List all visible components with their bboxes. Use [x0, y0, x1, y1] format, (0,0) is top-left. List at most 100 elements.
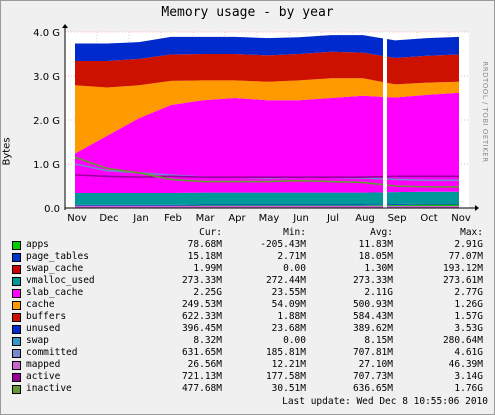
y-tick-labels: 0.0 1.0 G 2.0 G 3.0 G 4.0 G: [33, 28, 60, 215]
area-buffers: [75, 51, 459, 88]
legend-rows: apps 78.68M -205.43M 11.83M 2.91G page_tables…: [10, 239, 490, 395]
legend-swatch: [12, 301, 21, 310]
area-vmalloc_used: [75, 191, 459, 205]
legend-swatch: [12, 265, 21, 274]
legend-name: swap: [26, 335, 49, 346]
legend-min: -205.43M: [260, 239, 306, 250]
x-tick-label: Feb: [164, 213, 182, 224]
legend-avg: 584.43M: [352, 311, 393, 322]
legend-cur: 477.68M: [181, 383, 222, 394]
legend-header-avg: Avg:: [370, 227, 393, 238]
legend-swatch: [12, 289, 21, 298]
legend-swatch: [12, 361, 21, 370]
x-tick-labels: Nov Dec Jan Feb Mar Apr May Jun Jul Aug Sep Oct Nov: [67, 213, 471, 224]
legend-row: unused 396.45M 23.68M 389.62M 3.53G: [10, 323, 490, 335]
legend-min: 185.81M: [265, 347, 306, 358]
x-tick-label: Jul: [326, 213, 339, 224]
legend-max: 2.77G: [454, 287, 483, 298]
legend-row: inactive 477.68M 30.51M 636.65M 1.76G: [10, 383, 490, 395]
legend-avg: 273.33M: [352, 275, 393, 286]
x-tick-label: May: [259, 213, 280, 224]
legend-row: swap_cache 1.99M 0.00 1.30M 193.12M: [10, 263, 490, 275]
y-axis-arrow: [62, 24, 68, 28]
legend-avg: 500.93M: [352, 299, 393, 310]
legend-cur: 622.33M: [181, 311, 222, 322]
legend-cur: 26.56M: [187, 359, 222, 370]
legend-max: 3.14G: [454, 371, 483, 382]
legend-name: page_tables: [26, 251, 89, 262]
last-update: Last update: Wed Dec 8 10:55:06 2010: [282, 396, 488, 407]
legend-min: 30.51M: [271, 383, 306, 394]
x-tick-label: Nov: [451, 213, 471, 224]
legend-avg: 27.10M: [358, 359, 393, 370]
legend-header: Cur: Min: Avg: Max:: [10, 227, 490, 239]
legend-name: vmalloc_used: [26, 275, 95, 286]
legend-swatch: [12, 277, 21, 286]
chart-title: Memory usage - by year: [161, 5, 334, 20]
legend-min: 2.71M: [277, 251, 306, 262]
legend-max: 1.26G: [454, 299, 483, 310]
stacked-areas: [75, 35, 459, 208]
legend-min: 23.55M: [271, 287, 306, 298]
legend-max: 46.39M: [448, 359, 483, 370]
legend-avg: 2.11G: [364, 287, 393, 298]
legend-avg: 8.15M: [364, 335, 393, 346]
legend-min: 23.68M: [271, 323, 306, 334]
legend-name: committed: [26, 347, 78, 358]
legend-avg: 707.81M: [352, 347, 393, 358]
legend-cur: 631.65M: [181, 347, 222, 358]
legend-name: apps: [26, 239, 49, 250]
legend-row: buffers 622.33M 1.88M 584.43M 1.57G: [10, 311, 490, 323]
legend-row: active 721.13M 177.58M 707.73M 3.14G: [10, 371, 490, 383]
y-tick-label: 0.0: [44, 204, 60, 215]
x-tick-label: Apr: [228, 213, 246, 224]
legend-max: 77.07M: [448, 251, 483, 262]
legend-row: slab_cache 2.25G 23.55M 2.11G 2.77G: [10, 287, 490, 299]
legend-row: committed 631.65M 185.81M 707.81M 4.61G: [10, 347, 490, 359]
legend-cur: 273.33M: [181, 275, 222, 286]
legend-min: 272.44M: [265, 275, 306, 286]
data-gap: [383, 32, 387, 208]
legend-min: 0.00: [283, 263, 306, 274]
legend-row: cache 249.53M 54.09M 500.93M 1.26G: [10, 299, 490, 311]
line-inactive: [74, 156, 459, 188]
legend-cur: 78.68M: [187, 239, 222, 250]
legend-row: apps 78.68M -205.43M 11.83M 2.91G: [10, 239, 490, 251]
y-tick-label: 2.0 G: [33, 116, 60, 127]
legend-row: swap 8.32M 0.00 8.15M 280.64M: [10, 335, 490, 347]
legend-table: Cur: Min: Avg: Max: apps 78.68M -205.43M 11…: [10, 227, 490, 395]
legend-swatch: [12, 373, 21, 382]
legend-min: 177.58M: [265, 371, 306, 382]
legend-header-min: Min:: [283, 227, 306, 238]
legend-name: inactive: [26, 383, 72, 394]
legend-avg: 18.05M: [358, 251, 393, 262]
x-tick-label: Jun: [292, 213, 309, 224]
legend-swatch: [12, 325, 21, 334]
line-active: [74, 174, 459, 179]
legend-row: vmalloc_used 273.33M 272.44M 273.33M 273.61M: [10, 275, 490, 287]
area-page_tables: [75, 203, 459, 206]
y-tick-label: 3.0 G: [33, 72, 60, 83]
legend-max: 1.57G: [454, 311, 483, 322]
area-slab_cache: [75, 92, 459, 194]
legend-swatch: [12, 313, 21, 322]
x-axis-arrow: [475, 205, 479, 211]
area-cache: [75, 78, 459, 154]
legend-row: page_tables 15.18M 2.71M 18.05M 77.07M: [10, 251, 490, 263]
legend-swatch: [12, 337, 21, 346]
legend-header-cur: Cur:: [199, 227, 222, 238]
legend-name: swap_cache: [26, 263, 84, 274]
legend-cur: 396.45M: [181, 323, 222, 334]
legend-avg: 707.73M: [352, 371, 393, 382]
x-tick-label: Aug: [355, 213, 375, 224]
legend-max: 4.61G: [454, 347, 483, 358]
legend-min: 54.09M: [271, 299, 306, 310]
legend-max: 3.53G: [454, 323, 483, 334]
legend-avg: 636.65M: [352, 383, 393, 394]
legend-name: mapped: [26, 359, 61, 370]
legend-row: mapped 26.56M 12.21M 27.10M 46.39M: [10, 359, 490, 371]
legend-swatch: [12, 385, 21, 394]
legend-name: buffers: [26, 311, 67, 322]
legend-name: slab_cache: [26, 287, 84, 298]
legend-min: 0.00: [283, 335, 306, 346]
